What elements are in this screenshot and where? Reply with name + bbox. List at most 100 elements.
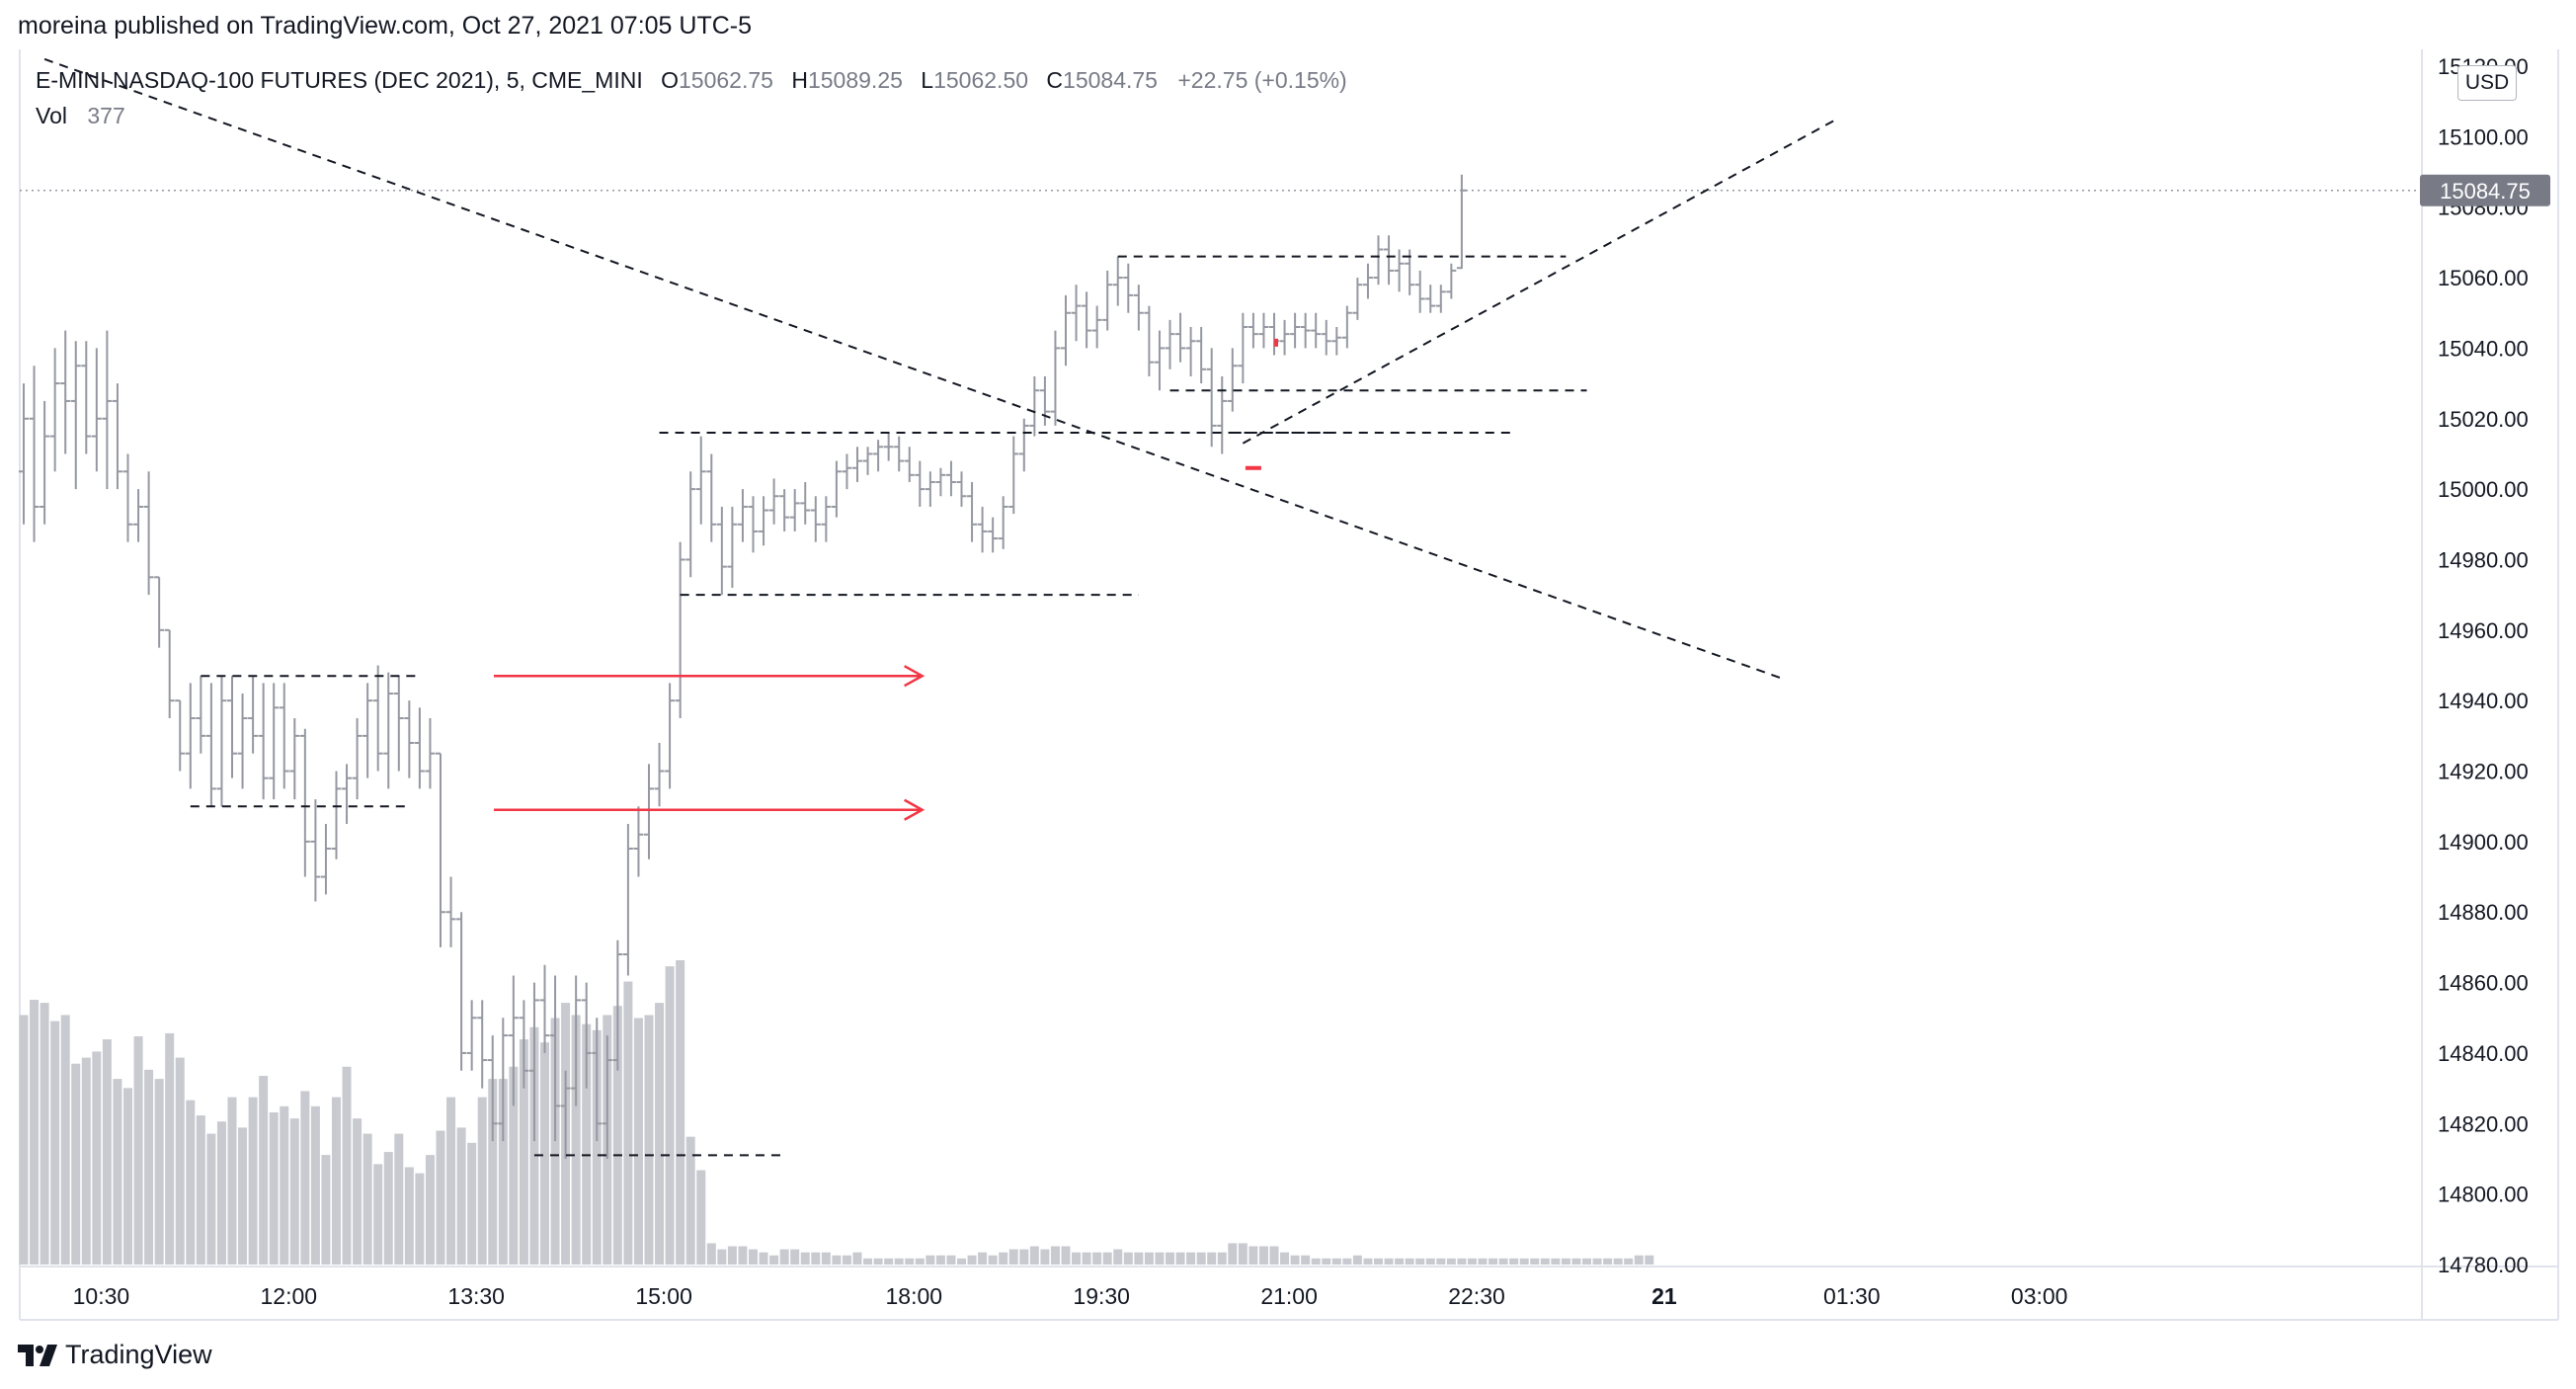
volume-bar (1072, 1252, 1082, 1265)
ohlc-bar (831, 460, 842, 518)
ohlc-bar (1300, 312, 1311, 349)
price-tick-label: 14780.00 (2438, 1253, 2529, 1277)
ohlc-bar (362, 683, 373, 778)
volume-bar (1645, 1255, 1654, 1265)
volume-bar (1248, 1246, 1258, 1265)
ohlc-bar (581, 982, 592, 1089)
time-tick-label: 03:00 (2011, 1283, 2068, 1309)
volume-bar (1113, 1249, 1123, 1265)
arrow-head (904, 665, 926, 688)
ohlc-bar (237, 694, 248, 789)
arrow-head (904, 798, 926, 821)
price-axis[interactable]: 15120.0015100.0015080.0015060.0015040.00… (2438, 54, 2529, 1277)
volume-bar (238, 1127, 248, 1265)
volume-bar (1436, 1258, 1446, 1265)
volume-bar (655, 1003, 665, 1265)
volume-bar (1238, 1243, 1248, 1265)
volume-bar (779, 1249, 789, 1265)
ohlc-bar (425, 718, 436, 789)
ohlc-bar (560, 1070, 571, 1159)
red-arrow (494, 798, 926, 821)
volume-bar (717, 1249, 727, 1265)
ohlc-bar (81, 341, 92, 454)
volume-bar (623, 981, 633, 1265)
ohlc-bar (456, 912, 467, 1071)
volume-bar (456, 1127, 466, 1265)
ohlc-bar (1102, 270, 1113, 331)
time-tick-label: 01:30 (1823, 1283, 1881, 1309)
ohlc-bar (1311, 312, 1322, 349)
volume-bar (71, 1063, 81, 1265)
ohlc-bar (112, 383, 122, 490)
ohlc-bar (1196, 327, 1207, 384)
volume-bar (967, 1255, 977, 1265)
ohlc-bar (1175, 312, 1186, 363)
ohlc-bar (498, 1018, 509, 1142)
ohlc-bar (466, 1000, 477, 1071)
ohlc-bar (19, 383, 29, 525)
ohlc-bar (644, 764, 654, 859)
volume-bar (592, 1029, 602, 1265)
price-tick-label: 14900.00 (2438, 830, 2529, 855)
time-axis[interactable]: 10:30 12:00 13:30 15:00 18:00 19:30 21:00 22:30… (73, 1283, 2068, 1309)
volume-bar (436, 1130, 445, 1265)
ohlc-bar (685, 471, 696, 578)
volume-bar (685, 1136, 695, 1265)
volume-bar (269, 1112, 279, 1265)
volume-bar (1374, 1258, 1383, 1265)
ohlc-bar (320, 824, 331, 895)
volume-bar (113, 1079, 122, 1265)
ohlc-bar (227, 676, 237, 778)
volume-bar (842, 1255, 851, 1265)
ohlc-bar (1238, 312, 1248, 384)
volume-bar (1290, 1255, 1300, 1265)
ohlc-bar (633, 806, 644, 877)
ohlc-bar (1217, 375, 1228, 454)
currency-label[interactable]: USD (2457, 65, 2517, 101)
last-price-badge (2420, 174, 2550, 206)
ohlc-bar (592, 1018, 603, 1142)
ohlc-bar (759, 496, 769, 546)
ohlc-bar (904, 447, 915, 482)
time-tick-label: 15:00 (635, 1283, 692, 1309)
ohlc-bar (977, 506, 988, 553)
volume-bar (60, 1015, 70, 1265)
ohlc-bar (1248, 312, 1258, 349)
volume-bar (1175, 1252, 1185, 1265)
volume-bar (310, 1105, 320, 1265)
tradingview-logo[interactable]: TradingView (18, 1340, 212, 1370)
price-tick-label: 14860.00 (2438, 971, 2529, 996)
volume-bar (811, 1252, 821, 1265)
volume-bar (978, 1252, 988, 1265)
ohlc-bar (571, 975, 582, 1106)
ohlc-bar (1269, 312, 1279, 356)
price-tick-label: 14920.00 (2438, 760, 2529, 784)
volume-bar (633, 1018, 643, 1265)
volume-bar (1019, 1249, 1029, 1265)
volume-bar (40, 1003, 49, 1265)
ohlc-bar (289, 718, 300, 800)
ohlc-bar (445, 876, 456, 947)
volume-bar (1624, 1258, 1634, 1265)
volume-bar (1196, 1252, 1206, 1265)
ohlc-bar (60, 330, 71, 454)
publication-header: moreina published on TradingView.com, Oc… (18, 12, 753, 40)
ohlc-bar (122, 453, 133, 542)
ohlc-bar (716, 506, 727, 596)
ohlc-bar (695, 436, 706, 525)
volume-bar (1144, 1252, 1154, 1265)
volume-bar (1217, 1252, 1227, 1265)
symbol-name[interactable]: E-MINI NASDAQ-100 FUTURES (DEC 2021), 5,… (36, 67, 643, 93)
volume-bar (612, 1006, 622, 1265)
ohlc-bar (519, 1000, 529, 1089)
volume-bar (800, 1252, 810, 1265)
drawings[interactable] (43, 57, 1838, 1157)
volume-label[interactable]: Vol (36, 103, 67, 128)
ohlc-bar (310, 799, 321, 902)
tradingview-brand: TradingView (65, 1340, 212, 1369)
ohlc-bar (49, 348, 60, 472)
ohlc-bar (1384, 235, 1395, 286)
volume-bar (1384, 1258, 1394, 1265)
ohlc-bar (1071, 285, 1082, 342)
